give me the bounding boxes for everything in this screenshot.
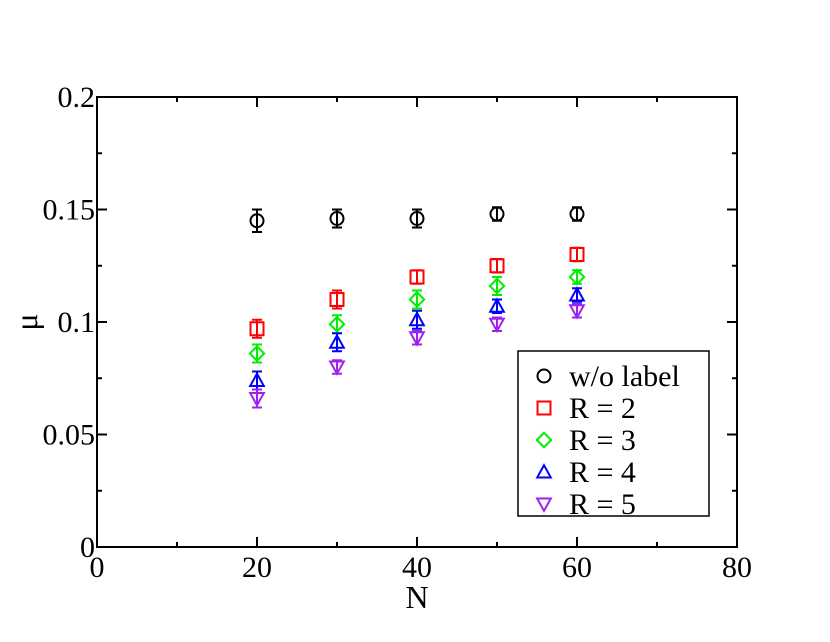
data-point [488,317,506,334]
series-5 [248,303,586,409]
y-tick-label: 0.05 [43,419,96,452]
series-1 [249,206,585,233]
legend-marker [535,431,553,449]
data-point [328,333,346,349]
legend-marker [536,400,552,416]
data-point [329,292,345,307]
x-axis-label: N [405,579,428,615]
data-point [408,331,426,347]
data-point [329,211,345,226]
data-point [328,360,346,376]
data-point [408,310,426,327]
data-point [328,315,346,333]
series-2 [249,246,585,339]
data-point [569,206,585,222]
data-point [568,286,586,302]
legend-label: R = 5 [569,488,636,521]
data-point [568,304,586,320]
legend-label: R = 2 [569,392,636,425]
data-point [489,206,505,222]
legend-marker [536,368,552,384]
legend-marker [535,463,553,479]
legend-label: w/o label [569,360,680,393]
y-tick-label: 0.2 [58,81,96,114]
x-axis-ticks: 0 20 40 60 80 [90,97,752,584]
data-point [409,211,425,226]
y-tick-label: 0 [80,531,95,564]
data-point [248,392,266,408]
data-point [488,297,506,313]
data-point [408,290,426,309]
data-point [569,247,585,262]
y-axis-ticks: 0 0.05 0.1 0.15 0.2 [43,81,737,564]
x-tick-label: 40 [402,551,432,584]
x-tick-label: 60 [562,551,592,584]
y-tick-label: 0.15 [43,194,96,227]
x-tick-label: 20 [242,551,272,584]
data-series [248,206,586,409]
legend-label: R = 3 [569,424,636,457]
series-4 [248,286,586,391]
y-tick-label: 0.1 [58,306,96,339]
data-point [248,344,266,363]
data-point [568,268,586,286]
data-point [249,213,265,229]
data-point [249,321,265,337]
data-point [489,258,505,274]
series-3 [248,268,586,364]
x-tick-label: 0 [90,551,105,584]
legend-marker [535,497,553,513]
legend-label: R = 4 [569,456,636,489]
data-point [409,269,425,285]
x-tick-label: 80 [722,551,752,584]
data-point [488,277,506,295]
y-axis-label: μ [8,313,44,330]
data-point [248,371,266,387]
